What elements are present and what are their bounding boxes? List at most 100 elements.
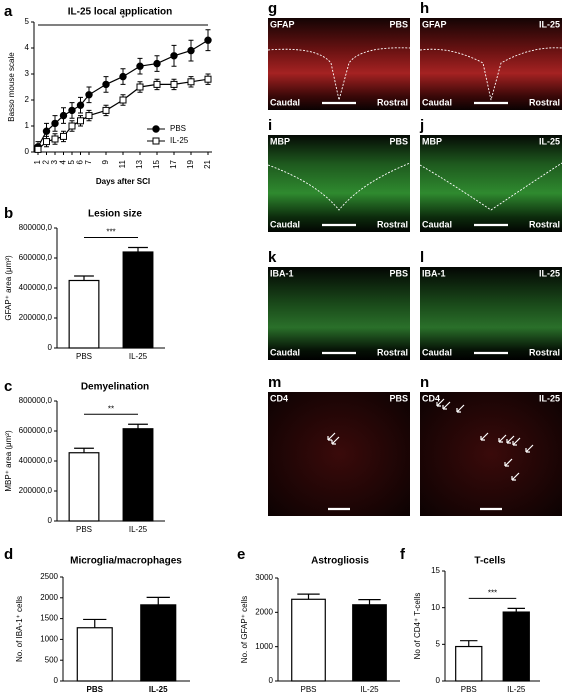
y-axis-label: No. of IBA-1⁺ cells [15, 596, 24, 662]
chart-title: T-cells [474, 556, 506, 567]
panel-letter: e [237, 546, 245, 563]
stain-label: MBP [270, 136, 290, 146]
marker [85, 91, 93, 99]
legend-marker [152, 125, 160, 133]
y-tick-label: 15 [431, 566, 440, 575]
x-tick-label: 1 [33, 159, 42, 164]
y-tick-label: 1000 [255, 642, 273, 651]
x-tick-label: 6 [76, 159, 85, 164]
x-tick-label: IL-25 [149, 685, 168, 694]
y-tick-label: 0 [436, 676, 441, 685]
significance-label: *** [106, 228, 115, 237]
arrow [504, 458, 513, 467]
bar [122, 251, 154, 349]
x-tick-label: 21 [203, 159, 212, 168]
marker [119, 72, 127, 81]
stain-label: CD4 [270, 393, 288, 403]
x-tick-label: 9 [101, 159, 110, 164]
error-bar [74, 275, 94, 281]
y-tick-label: 5 [436, 639, 441, 648]
y-tick-label: 800000,0 [19, 223, 53, 232]
panel-letter: a [4, 3, 13, 20]
panel-letter: j [419, 117, 424, 134]
y-tick-label: 2000 [255, 607, 273, 616]
arrow [327, 432, 336, 441]
caudal-label: Caudal [270, 219, 300, 229]
caudal-label: Caudal [270, 97, 300, 107]
x-tick-label: IL-25 [507, 685, 526, 694]
y-tick-label: 2 [25, 95, 30, 104]
stain-label: GFAP [422, 19, 447, 29]
y-tick-label: 600000,0 [19, 253, 53, 262]
marker [60, 132, 67, 140]
x-tick-label: IL-25 [360, 685, 379, 694]
y-tick-label: 2500 [40, 572, 58, 581]
micrograph [268, 135, 410, 232]
x-tick-label: 2 [42, 159, 51, 164]
x-tick-label: 11 [118, 159, 127, 168]
bar [291, 598, 326, 682]
y-tick-label: 1000 [40, 635, 58, 644]
stain-label: IBA-1 [422, 268, 446, 278]
panel-letter: b [4, 205, 13, 222]
condition-label: PBS [389, 19, 408, 29]
arrow [480, 432, 489, 441]
x-tick-label: 7 [84, 159, 93, 164]
significance-label: * [121, 14, 124, 23]
stain-label: CD4 [422, 393, 440, 403]
x-tick-label: 13 [135, 159, 144, 168]
arrow [456, 404, 465, 413]
marker [43, 138, 50, 146]
marker [187, 46, 195, 55]
y-tick-label: 200000,0 [19, 313, 53, 322]
caudal-label: Caudal [422, 347, 452, 357]
lesion-outline [419, 162, 563, 211]
y-tick-label: 0 [48, 343, 53, 352]
x-tick-label: PBS [76, 525, 92, 534]
x-tick-label: 19 [186, 159, 195, 168]
marker [204, 75, 212, 83]
y-tick-label: 0 [54, 676, 59, 685]
y-tick-label: 200000,0 [19, 486, 53, 495]
x-axis-label: Days after SCI [96, 177, 150, 186]
y-axis-label: No of CD4⁺ T-cells [413, 593, 422, 660]
significance-label: *** [488, 589, 497, 598]
condition-label: IL-25 [539, 19, 560, 29]
y-tick-label: 800000,0 [19, 396, 53, 405]
marker [204, 36, 212, 44]
x-tick-label: 3 [50, 159, 59, 164]
y-tick-label: 3000 [255, 573, 273, 582]
y-axis-label: Basso mouse scale [7, 52, 16, 122]
arrow [506, 435, 515, 444]
micrograph [268, 392, 410, 516]
y-axis-label: MBP⁺ area (μm²) [4, 430, 13, 492]
y-tick-label: 0 [269, 676, 274, 685]
y-tick-label: 10 [431, 603, 440, 612]
bar [140, 604, 177, 682]
error-bar [74, 447, 94, 453]
y-tick-label: 5 [25, 17, 30, 26]
x-tick-label: IL-25 [129, 525, 148, 534]
y-tick-label: 400000,0 [19, 283, 53, 292]
y-tick-label: 0 [48, 516, 53, 525]
marker [187, 78, 195, 86]
marker [51, 135, 59, 143]
y-tick-label: 600000,0 [19, 426, 53, 435]
micrograph [420, 392, 562, 516]
micrograph [420, 135, 562, 232]
significance-label: ** [108, 404, 114, 413]
micrograph [420, 18, 562, 110]
micrograph [420, 267, 562, 360]
y-tick-label: 0 [25, 147, 30, 156]
marker [170, 80, 178, 88]
arrow [442, 401, 451, 410]
lesion-outline [419, 47, 563, 101]
error-bar [507, 607, 525, 613]
bar [68, 279, 100, 349]
x-tick-label: PBS [76, 352, 92, 361]
marker [153, 80, 161, 88]
panel-letter: n [420, 374, 429, 391]
y-tick-label: 400000,0 [19, 456, 53, 465]
error-bar [128, 246, 148, 252]
chart-title: Microglia/macrophages [70, 556, 182, 567]
